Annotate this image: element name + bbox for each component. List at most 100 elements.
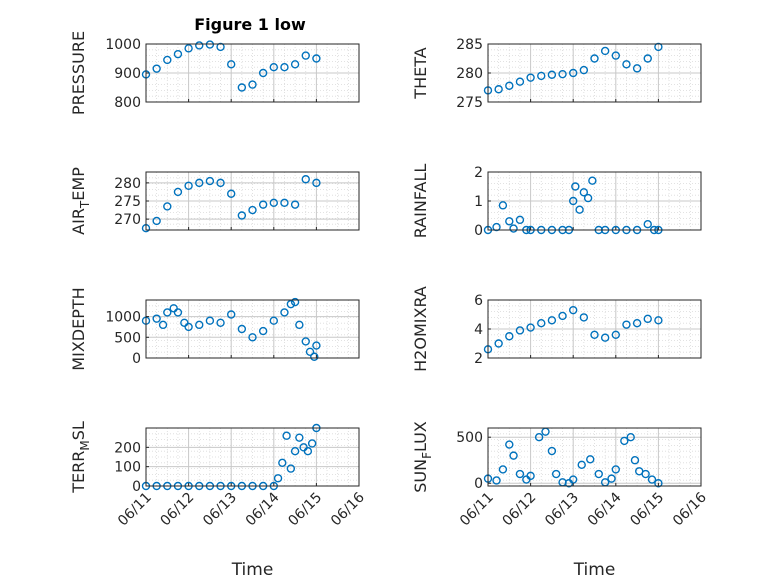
- data-point: [248, 333, 257, 342]
- subplot-4: 0 1 2 RAINFALL: [411, 164, 702, 239]
- data-point: [498, 201, 508, 210]
- subplot-1: 800 900 1000 PRESSURE: [69, 31, 360, 115]
- data-point: [258, 200, 268, 209]
- y-tick-label: 0: [474, 223, 483, 239]
- x-tick-label: 06/12: [158, 490, 198, 530]
- data-point: [611, 465, 620, 474]
- x-tick-label: 06/13: [542, 490, 582, 530]
- y-axis-label-1: PRESSURE: [69, 31, 88, 115]
- y-tick-label: 280: [456, 66, 483, 82]
- data-point: [269, 316, 278, 325]
- data-point: [654, 479, 663, 488]
- data-point: [586, 455, 595, 464]
- data-point: [622, 60, 631, 69]
- data-point: [632, 64, 642, 73]
- data-point: [515, 469, 525, 479]
- data-point: [626, 433, 635, 442]
- x-axis-label: Time: [573, 560, 616, 580]
- data-point: [290, 60, 300, 69]
- data-point: [641, 469, 650, 479]
- x-tick-label: 06/11: [457, 490, 497, 530]
- data-point: [184, 322, 193, 332]
- y-tick-label: 500: [114, 330, 141, 346]
- data-point: [600, 46, 610, 56]
- x-tick-label: 06/16: [328, 489, 368, 529]
- data-point: [494, 85, 503, 94]
- data-point: [290, 200, 300, 209]
- data-point: [248, 205, 257, 215]
- data-point: [526, 323, 535, 332]
- y-tick-label: 800: [114, 95, 141, 111]
- data-point: [237, 324, 247, 334]
- figure-title: Figure 1 low: [194, 15, 306, 34]
- y-axis-label-3: AIRTEMP: [69, 167, 92, 235]
- data-point: [611, 51, 620, 60]
- data-point: [571, 182, 580, 191]
- data-point: [594, 469, 603, 479]
- data-point: [280, 308, 289, 317]
- data-point: [620, 436, 629, 446]
- data-point: [312, 54, 321, 63]
- data-point: [569, 305, 578, 315]
- data-point: [498, 465, 508, 474]
- data-point: [258, 68, 268, 78]
- data-point: [184, 44, 193, 53]
- axes-box: [487, 427, 702, 487]
- y-tick-label: 1: [474, 194, 483, 210]
- data-point: [286, 464, 296, 473]
- data-point: [579, 313, 589, 322]
- subplot-6: 2 4 6 H2OMIXRA: [411, 286, 702, 372]
- data-point: [248, 80, 257, 89]
- data-point: [269, 62, 278, 72]
- data-point: [295, 320, 304, 330]
- x-tick-label: 06/11: [115, 490, 155, 530]
- data-point: [643, 314, 652, 324]
- data-point: [558, 311, 567, 321]
- data-point: [622, 320, 631, 329]
- data-point: [280, 62, 289, 72]
- data-point: [551, 469, 561, 479]
- x-tick-label: 06/14: [243, 489, 283, 529]
- y-tick-label: 270: [114, 212, 141, 228]
- data-point: [583, 193, 593, 203]
- subplot-5: 0 500 1000 MIXDEPTH: [69, 287, 360, 371]
- data-point: [575, 205, 584, 214]
- y-tick-label: 1000: [105, 37, 141, 53]
- data-point: [195, 320, 204, 330]
- data-point: [509, 224, 518, 233]
- data-point: [195, 178, 204, 188]
- x-axis-label: Time: [231, 560, 274, 580]
- y-tick-label: 100: [114, 460, 141, 476]
- y-tick-label: 6: [474, 293, 483, 309]
- y-tick-label: 280: [114, 176, 141, 192]
- y-tick-label: 0: [474, 476, 483, 492]
- data-point: [654, 316, 663, 325]
- x-tick-label: 06/15: [627, 490, 667, 530]
- data-point: [216, 318, 225, 327]
- data-point: [286, 299, 296, 309]
- data-point: [280, 198, 289, 208]
- x-tick-label: 06/16: [670, 489, 710, 529]
- plot-area: [146, 428, 359, 486]
- data-point: [632, 319, 642, 328]
- data-point: [180, 318, 189, 327]
- y-tick-label: 0: [132, 479, 141, 495]
- data-point: [163, 308, 172, 317]
- data-point: [301, 175, 310, 184]
- data-point: [534, 433, 544, 442]
- data-point: [278, 458, 287, 467]
- data-point: [290, 447, 300, 456]
- data-point: [152, 64, 161, 73]
- data-point: [537, 71, 546, 81]
- data-point: [269, 198, 278, 208]
- data-point: [258, 326, 268, 336]
- data-point: [547, 446, 557, 456]
- data-point: [290, 297, 300, 307]
- data-point: [226, 310, 236, 319]
- data-point: [282, 431, 291, 440]
- data-point: [295, 433, 304, 442]
- data-point: [600, 333, 610, 342]
- data-point: [173, 308, 183, 317]
- y-tick-label: 900: [114, 66, 141, 82]
- data-point: [630, 456, 640, 465]
